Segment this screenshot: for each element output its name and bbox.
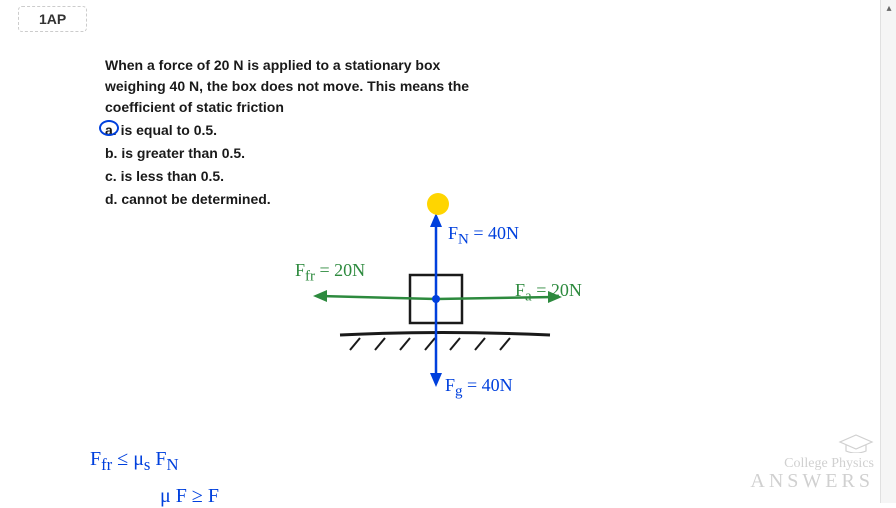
graduation-cap-icon [750,433,874,453]
question-line: weighing 40 N, the box does not move. Th… [105,76,469,97]
option-b: b. is greater than 0.5. [105,143,469,164]
circled-answer-icon [99,120,119,136]
watermark-top: College Physics [750,457,874,471]
normal-force-label: FN = 40N [448,223,519,249]
mu-formula: μ F ≥ F [160,485,219,508]
question-line: When a force of 20 N is applied to a sta… [105,55,469,76]
cursor-dot-icon [427,193,449,215]
friction-force-label: Ffr = 20N [295,260,365,286]
watermark: College Physics ANSWERS [750,433,874,491]
applied-force-label: Fa = 20N [515,280,582,306]
scrollbar[interactable]: ▴ [880,0,896,503]
watermark-bottom: ANSWERS [750,471,874,491]
option-a: a. is equal to 0.5. [105,120,469,141]
free-body-diagram: FN = 40N Ffr = 20N Fa = 20N Fg = 40N [260,175,610,415]
page-label: 1AP [18,6,87,32]
friction-inequality-formula: Ffr ≤ μs FN [90,448,179,475]
question-line: coefficient of static friction [105,97,469,118]
gravity-force-label: Fg = 40N [445,375,513,401]
scrollbar-up-icon[interactable]: ▴ [881,0,896,16]
